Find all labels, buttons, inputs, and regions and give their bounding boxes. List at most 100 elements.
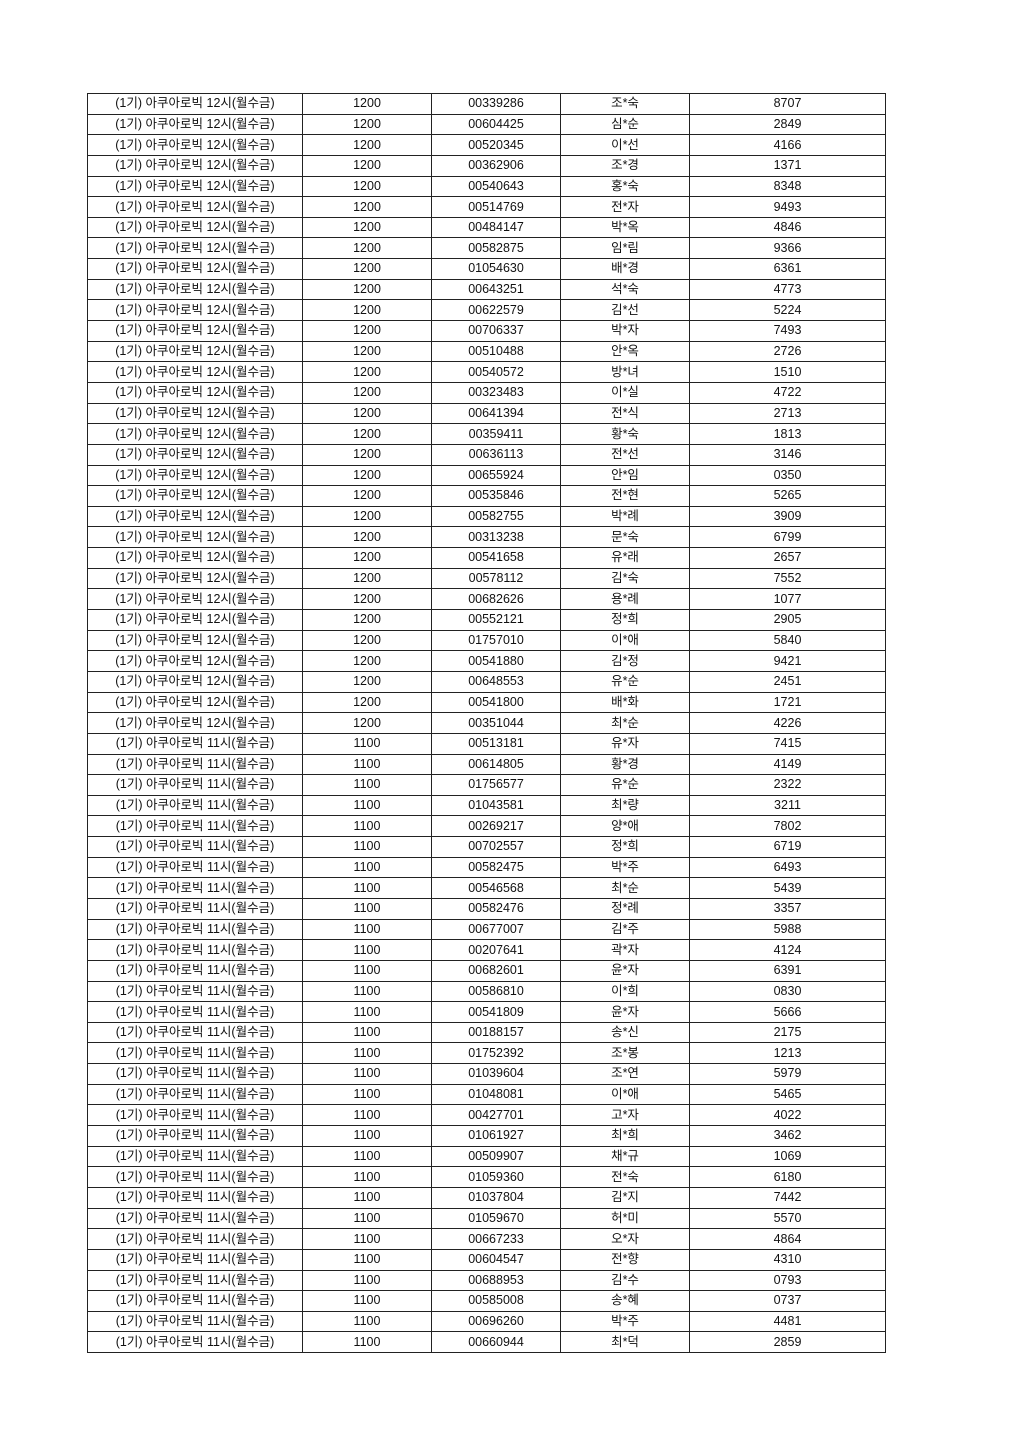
class-code-cell: 1200 (302, 258, 432, 280)
class-name-cell: (1기) 아쿠아로빅 12시(월수금) (87, 505, 303, 528)
member-id-cell: 00586810 (431, 980, 561, 1003)
phone-last4-cell: 4864 (689, 1228, 886, 1250)
table-row: (1기) 아쿠아로빅 11시(월수금) 1100 00702557 정*희 6719 (87, 836, 886, 858)
member-name-cell: 곽*자 (560, 939, 690, 961)
table-row: (1기) 아쿠아로빅 11시(월수금) 1100 00604547 전*향 4310 (87, 1248, 886, 1271)
member-name-cell: 전*숙 (560, 1166, 690, 1188)
member-name-cell: 최*량 (560, 794, 690, 817)
class-name-cell: (1기) 아쿠아로빅 12시(월수금) (87, 547, 303, 569)
member-id-cell: 00269217 (431, 815, 561, 838)
table-row: (1기) 아쿠아로빅 11시(월수금) 1100 00696260 박*주 4481 (87, 1310, 886, 1333)
class-name-cell: (1기) 아쿠아로빅 12시(월수금) (87, 113, 303, 136)
member-name-cell: 김*선 (560, 299, 690, 322)
class-name-cell: (1기) 아쿠아로빅 11시(월수금) (87, 1248, 303, 1271)
member-name-cell: 고*자 (560, 1104, 690, 1127)
class-code-cell: 1100 (302, 815, 432, 838)
phone-last4-cell: 4022 (689, 1104, 886, 1127)
phone-last4-cell: 0350 (689, 464, 886, 487)
member-id-cell: 01061927 (431, 1125, 561, 1147)
class-name-cell: (1기) 아쿠아로빅 11시(월수금) (87, 877, 303, 899)
member-name-cell: 최*희 (560, 1125, 690, 1147)
class-code-cell: 1200 (302, 320, 432, 342)
phone-last4-cell: 2175 (689, 1021, 886, 1044)
table-row: (1기) 아쿠아로빅 12시(월수금) 1200 00313238 문*숙 6799 (87, 526, 886, 549)
phone-last4-cell: 8348 (689, 175, 886, 198)
class-name-cell: (1기) 아쿠아로빅 12시(월수금) (87, 588, 303, 611)
member-id-cell: 00207641 (431, 939, 561, 961)
phone-last4-cell: 2726 (689, 340, 886, 363)
class-code-cell: 1100 (302, 1125, 432, 1147)
member-id-cell: 00696260 (431, 1310, 561, 1333)
class-code-cell: 1200 (302, 196, 432, 218)
phone-last4-cell: 4481 (689, 1310, 886, 1333)
class-name-cell: (1기) 아쿠아로빅 11시(월수금) (87, 959, 303, 982)
class-code-cell: 1200 (302, 588, 432, 611)
class-name-cell: (1기) 아쿠아로빅 11시(월수금) (87, 1186, 303, 1209)
phone-last4-cell: 5666 (689, 1001, 886, 1023)
member-id-cell: 00484147 (431, 216, 561, 239)
member-id-cell: 00682601 (431, 959, 561, 982)
member-id-cell: 00582475 (431, 856, 561, 879)
class-code-cell: 1100 (302, 959, 432, 982)
member-id-cell: 00702557 (431, 836, 561, 858)
table-row: (1기) 아쿠아로빅 12시(월수금) 1200 00541800 배*화 1721 (87, 691, 886, 714)
phone-last4-cell: 0737 (689, 1290, 886, 1312)
class-code-cell: 1100 (302, 877, 432, 899)
class-name-cell: (1기) 아쿠아로빅 11시(월수금) (87, 980, 303, 1003)
phone-last4-cell: 1213 (689, 1042, 886, 1065)
member-id-cell: 00582755 (431, 505, 561, 528)
phone-last4-cell: 7493 (689, 320, 886, 342)
member-name-cell: 유*순 (560, 670, 690, 693)
phone-last4-cell: 4773 (689, 278, 886, 301)
class-name-cell: (1기) 아쿠아로빅 12시(월수금) (87, 691, 303, 714)
table-row: (1기) 아쿠아로빅 11시(월수금) 1100 01059670 허*미 5570 (87, 1207, 886, 1230)
member-id-cell: 01048081 (431, 1083, 561, 1106)
class-code-cell: 1200 (302, 670, 432, 693)
member-name-cell: 최*순 (560, 877, 690, 899)
class-code-cell: 1100 (302, 1269, 432, 1292)
class-code-cell: 1200 (302, 423, 432, 445)
phone-last4-cell: 7442 (689, 1186, 886, 1209)
table-row: (1기) 아쿠아로빅 11시(월수금) 1100 00585008 송*혜 0737 (87, 1290, 886, 1312)
table-row: (1기) 아쿠아로빅 12시(월수금) 1200 00323483 이*실 4722 (87, 381, 886, 404)
table-row: (1기) 아쿠아로빅 11시(월수금) 1100 00509907 채*규 1069 (87, 1145, 886, 1168)
phone-last4-cell: 6719 (689, 836, 886, 858)
phone-last4-cell: 3357 (689, 897, 886, 920)
phone-last4-cell: 1510 (689, 361, 886, 383)
class-name-cell: (1기) 아쿠아로빅 12시(월수금) (87, 175, 303, 198)
table-row: (1기) 아쿠아로빅 11시(월수금) 1100 01061927 최*희 3462 (87, 1125, 886, 1147)
class-code-cell: 1100 (302, 1001, 432, 1023)
class-name-cell: (1기) 아쿠아로빅 11시(월수금) (87, 794, 303, 817)
member-id-cell: 00552121 (431, 609, 561, 631)
class-code-cell: 1100 (302, 1207, 432, 1230)
class-code-cell: 1200 (302, 175, 432, 198)
member-id-cell: 00636113 (431, 443, 561, 466)
member-name-cell: 박*자 (560, 320, 690, 342)
table-row: (1기) 아쿠아로빅 12시(월수금) 1200 00578112 김*숙 7552 (87, 567, 886, 590)
class-name-cell: (1기) 아쿠아로빅 12시(월수금) (87, 320, 303, 342)
phone-last4-cell: 5265 (689, 485, 886, 507)
member-name-cell: 채*규 (560, 1145, 690, 1168)
phone-last4-cell: 5988 (689, 918, 886, 941)
member-name-cell: 전*식 (560, 402, 690, 425)
member-name-cell: 최*덕 (560, 1331, 690, 1354)
class-name-cell: (1기) 아쿠아로빅 12시(월수금) (87, 650, 303, 672)
table-row: (1기) 아쿠아로빅 12시(월수금) 1200 00636113 전*선 3146 (87, 443, 886, 466)
class-code-cell: 1200 (302, 464, 432, 487)
phone-last4-cell: 2905 (689, 609, 886, 631)
table-row: (1기) 아쿠아로빅 12시(월수금) 1200 00514769 전*자 9493 (87, 196, 886, 218)
member-name-cell: 심*순 (560, 113, 690, 136)
member-id-cell: 00660944 (431, 1331, 561, 1354)
table-row: (1기) 아쿠아로빅 12시(월수금) 1200 00362906 조*경 1371 (87, 154, 886, 177)
class-name-cell: (1기) 아쿠아로빅 12시(월수금) (87, 299, 303, 322)
member-name-cell: 문*숙 (560, 526, 690, 549)
member-name-cell: 조*경 (560, 154, 690, 177)
table-row: (1기) 아쿠아로빅 11시(월수금) 1100 00688953 김*수 0793 (87, 1269, 886, 1292)
table-row: (1기) 아쿠아로빅 11시(월수금) 1100 01756577 유*순 2322 (87, 774, 886, 796)
table-row: (1기) 아쿠아로빅 12시(월수금) 1200 00622579 김*선 5224 (87, 299, 886, 322)
class-name-cell: (1기) 아쿠아로빅 11시(월수금) (87, 774, 303, 796)
member-id-cell: 00313238 (431, 526, 561, 549)
member-name-cell: 정*희 (560, 836, 690, 858)
phone-last4-cell: 0830 (689, 980, 886, 1003)
class-name-cell: (1기) 아쿠아로빅 11시(월수금) (87, 1021, 303, 1044)
